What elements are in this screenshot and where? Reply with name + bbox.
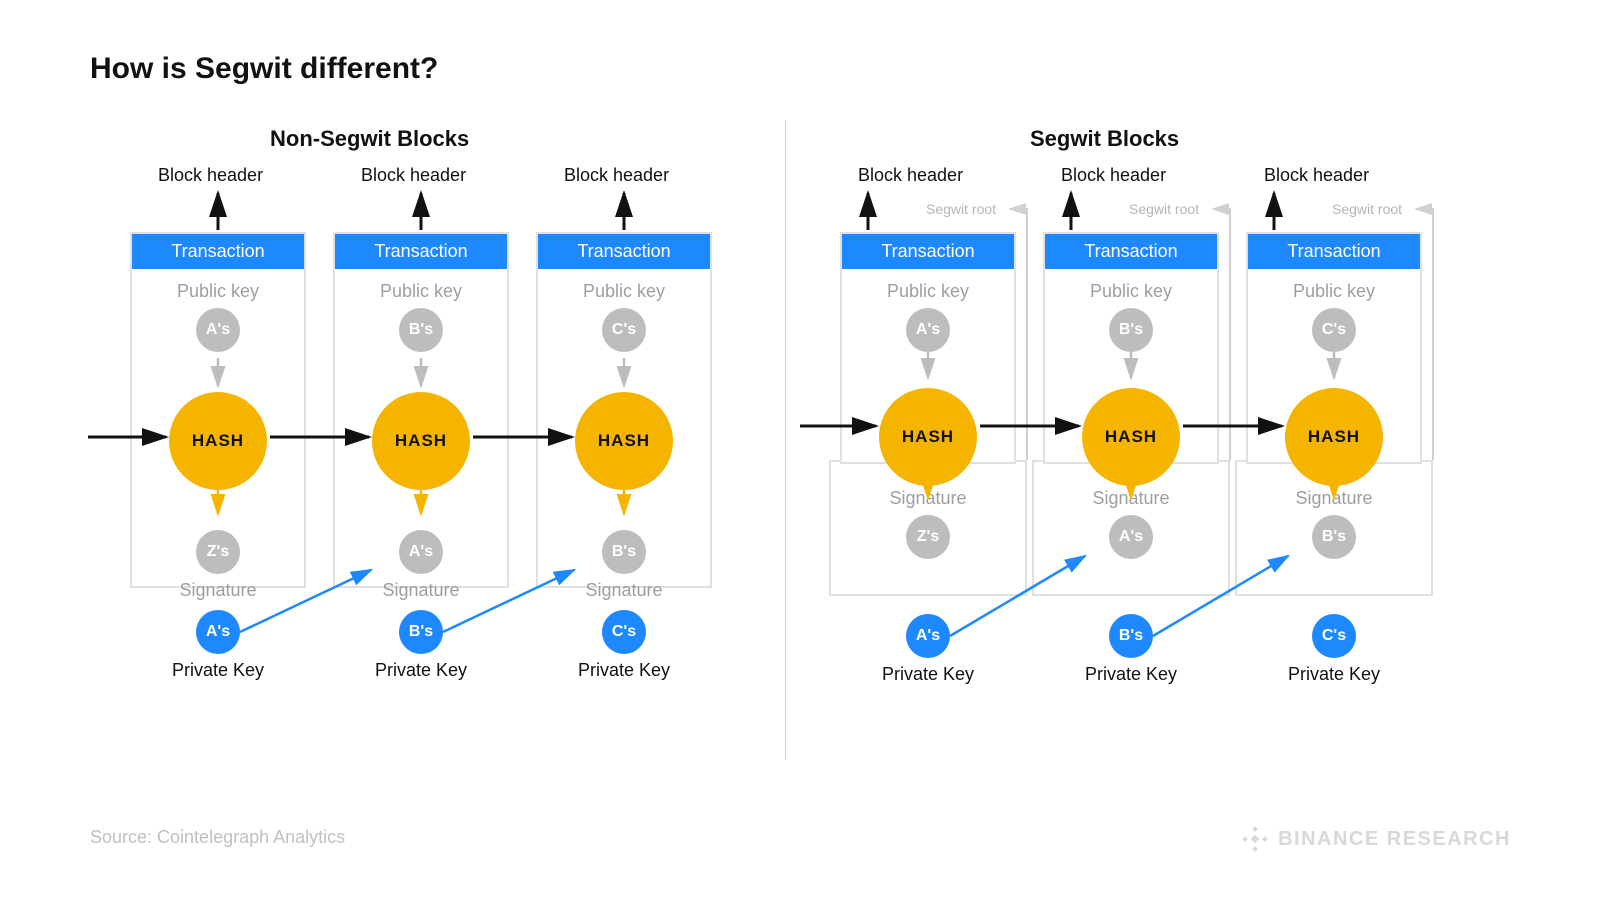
signature-owner: Z's [906, 515, 950, 559]
hash-node: HASH [575, 392, 673, 490]
vertical-divider [785, 120, 786, 760]
brand-text: BINANCE RESEARCH [1278, 828, 1511, 851]
transaction-header: Transaction [1248, 234, 1420, 269]
public-key-owner: B's [399, 308, 443, 352]
public-key-owner: B's [1109, 308, 1153, 352]
public-key-owner: C's [602, 308, 646, 352]
signature-owner: Z's [196, 530, 240, 574]
public-key-label: Public key [887, 281, 969, 302]
main-title: How is Segwit different? [90, 52, 438, 86]
transaction-header: Transaction [335, 234, 507, 269]
private-key-label: Private Key [1085, 664, 1177, 685]
signature-owner: A's [399, 530, 443, 574]
block-header-label: Block header [1061, 165, 1166, 186]
signature-stack: Signature Z's [868, 488, 988, 559]
segwit-root-label: Segwit root [1332, 201, 1402, 217]
signature-label: Signature [179, 580, 256, 601]
public-key-label: Public key [1293, 281, 1375, 302]
transaction-box: Transaction Public key C's HASH [1246, 232, 1422, 464]
segwit-root-label: Segwit root [1129, 201, 1199, 217]
block-header-label: Block header [1264, 165, 1369, 186]
transaction-header: Transaction [132, 234, 304, 269]
transaction-box: Transaction Public key B's HASH [1043, 232, 1219, 464]
block-header-label: Block header [361, 165, 466, 186]
public-key-label: Public key [583, 281, 665, 302]
public-key-label: Public key [1090, 281, 1172, 302]
private-key-stack: C's Private Key [564, 610, 684, 681]
public-key-owner: C's [1312, 308, 1356, 352]
transaction-box: Transaction Public key B's HASH A's Sign… [333, 232, 509, 588]
signature-label: Signature [889, 488, 966, 509]
hash-node: HASH [372, 392, 470, 490]
private-key-stack: A's Private Key [158, 610, 278, 681]
hash-node: HASH [1082, 388, 1180, 486]
private-key-label: Private Key [1288, 664, 1380, 685]
transaction-header: Transaction [1045, 234, 1217, 269]
block-header-label: Block header [858, 165, 963, 186]
signature-owner: B's [602, 530, 646, 574]
left-section-title: Non-Segwit Blocks [270, 126, 469, 152]
signature-stack: Signature A's [1071, 488, 1191, 559]
private-key-stack: B's Private Key [1071, 614, 1191, 685]
transaction-header: Transaction [538, 234, 710, 269]
transaction-box: Transaction Public key A's HASH [840, 232, 1016, 464]
private-key-label: Private Key [882, 664, 974, 685]
private-key-stack: C's Private Key [1274, 614, 1394, 685]
block-header-label: Block header [564, 165, 669, 186]
private-key-stack: A's Private Key [868, 614, 988, 685]
public-key-label: Public key [380, 281, 462, 302]
signature-stack: Signature B's [1274, 488, 1394, 559]
transaction-box: Transaction Public key C's HASH B's Sign… [536, 232, 712, 588]
segwit-root-label: Segwit root [926, 201, 996, 217]
private-key-label: Private Key [375, 660, 467, 681]
signature-label: Signature [585, 580, 662, 601]
right-section-title: Segwit Blocks [1030, 126, 1179, 152]
transaction-box: Transaction Public key A's HASH Z's Sign… [130, 232, 306, 588]
signature-label: Signature [1092, 488, 1169, 509]
hash-node: HASH [169, 392, 267, 490]
private-key-owner: A's [906, 614, 950, 658]
private-key-label: Private Key [172, 660, 264, 681]
private-key-owner: A's [196, 610, 240, 654]
source-text: Source: Cointelegraph Analytics [90, 827, 345, 848]
private-key-owner: B's [399, 610, 443, 654]
public-key-label: Public key [177, 281, 259, 302]
signature-label: Signature [1295, 488, 1372, 509]
private-key-owner: C's [1312, 614, 1356, 658]
private-key-owner: C's [602, 610, 646, 654]
public-key-owner: A's [196, 308, 240, 352]
hash-node: HASH [879, 388, 977, 486]
hash-node: HASH [1285, 388, 1383, 486]
block-header-label: Block header [158, 165, 263, 186]
signature-owner: A's [1109, 515, 1153, 559]
public-key-owner: A's [906, 308, 950, 352]
signature-owner: B's [1312, 515, 1356, 559]
brand-footer: BINANCE RESEARCH [1242, 826, 1511, 852]
private-key-stack: B's Private Key [361, 610, 481, 681]
private-key-owner: B's [1109, 614, 1153, 658]
brand-logo-icon [1242, 826, 1268, 852]
signature-label: Signature [382, 580, 459, 601]
private-key-label: Private Key [578, 660, 670, 681]
transaction-header: Transaction [842, 234, 1014, 269]
